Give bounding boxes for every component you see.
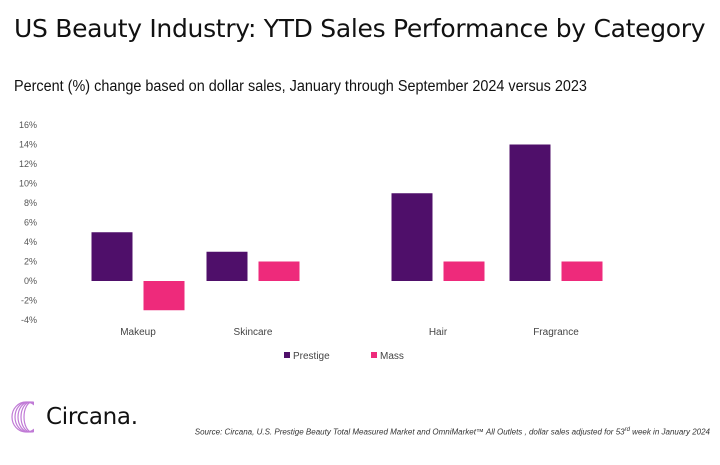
bar-prestige-hair xyxy=(391,193,433,281)
bar-mass-skincare xyxy=(258,261,300,281)
y-tick-label: 12% xyxy=(19,159,37,169)
x-tick-label: Fragrance xyxy=(533,327,579,338)
legend: Prestige Mass xyxy=(284,351,404,362)
source-text: Source: Circana, U.S. Prestige Beauty To… xyxy=(194,427,625,437)
y-tick-label: 2% xyxy=(24,257,37,267)
legend-label-mass: Mass xyxy=(380,351,404,362)
circana-logo: Circana. xyxy=(8,400,138,434)
y-tick-label: -2% xyxy=(21,296,37,306)
y-tick-label: 0% xyxy=(24,276,37,286)
bars xyxy=(91,144,603,311)
y-tick-label: 10% xyxy=(19,179,37,189)
bar-prestige-fragrance xyxy=(509,144,551,281)
bar-mass-makeup xyxy=(143,281,185,311)
source-text-end: week in January 2024 xyxy=(629,427,710,437)
chart-subtitle: Percent (%) change based on dollar sales… xyxy=(14,78,587,95)
y-tick-label: -4% xyxy=(21,315,37,325)
bar-prestige-makeup xyxy=(91,232,133,281)
x-tick-label: Makeup xyxy=(120,327,156,338)
bar-mass-fragrance xyxy=(561,261,603,281)
bar-mass-hair xyxy=(443,261,485,281)
bar-chart: 16% 14% 12% 10% 8% 6% 4% 2% 0% -2% -4% Makeup Skinc… xyxy=(19,120,603,362)
y-tick-label: 6% xyxy=(24,218,37,228)
chart-title: US Beauty Industry: YTD Sales Performanc… xyxy=(14,14,706,43)
circana-logo-icon xyxy=(11,400,44,434)
x-tick-label: Skincare xyxy=(234,327,273,338)
y-tick-label: 14% xyxy=(19,140,37,150)
y-axis: 16% 14% 12% 10% 8% 6% 4% 2% 0% -2% -4% xyxy=(19,120,37,325)
source-note: Source: Circana, U.S. Prestige Beauty To… xyxy=(195,427,710,437)
y-tick-label: 16% xyxy=(19,120,37,130)
y-tick-label: 4% xyxy=(24,237,37,247)
legend-label-prestige: Prestige xyxy=(293,351,330,362)
x-tick-label: Hair xyxy=(429,327,448,338)
x-axis: Makeup Skincare Hair Fragrance xyxy=(120,327,579,338)
y-tick-label: 8% xyxy=(24,198,37,208)
legend-swatch-mass xyxy=(371,352,377,358)
bar-prestige-skincare xyxy=(206,251,248,281)
legend-swatch-prestige xyxy=(284,352,290,358)
logo-text: Circana. xyxy=(46,404,138,430)
source-superscript: rd xyxy=(624,427,630,433)
